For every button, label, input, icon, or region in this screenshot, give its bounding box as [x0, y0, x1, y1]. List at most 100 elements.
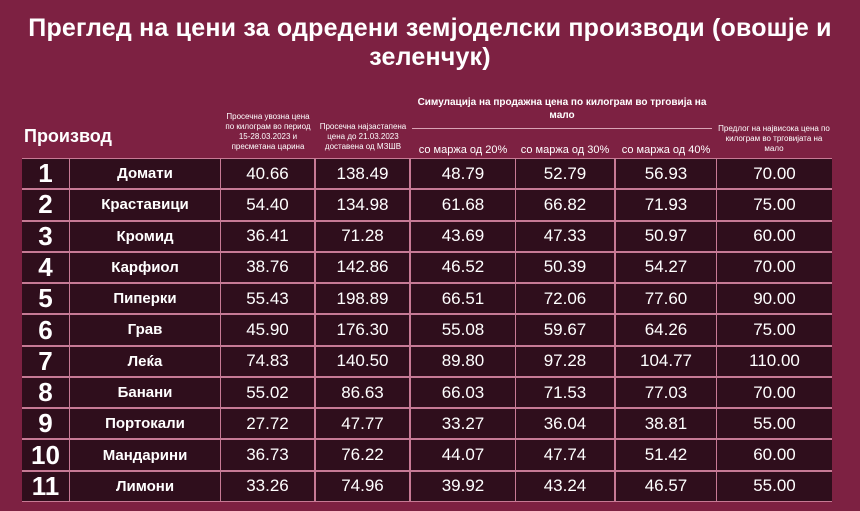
- import-price: 33.26: [221, 471, 314, 501]
- proposal-price: 60.00: [717, 440, 832, 470]
- row-number: 8: [22, 377, 69, 408]
- row-number: 10: [22, 440, 69, 470]
- price-40: 56.93: [616, 159, 716, 189]
- product-name: Кромид: [70, 221, 220, 251]
- row-number: 4: [22, 252, 69, 283]
- price-40: 64.26: [616, 315, 716, 345]
- price-20: 61.68: [411, 190, 515, 220]
- price-30: 52.79: [516, 159, 614, 189]
- price-30: 97.28: [516, 346, 614, 376]
- common-price: 76.22: [316, 440, 409, 470]
- price-20: 66.51: [411, 284, 515, 314]
- import-price: 40.66: [221, 159, 314, 189]
- common-price: 138.49: [316, 159, 409, 189]
- column-header: Производ: [24, 126, 112, 146]
- common-price: 134.98: [316, 190, 409, 220]
- column-header: со маржа од 30%: [520, 144, 610, 156]
- product-name: Пиперки: [70, 284, 220, 314]
- row-number: 9: [22, 408, 69, 439]
- common-price: 198.89: [316, 284, 409, 314]
- price-20: 33.27: [411, 409, 515, 439]
- price-20: 44.07: [411, 440, 515, 470]
- price-20: 55.08: [411, 315, 515, 345]
- price-30: 50.39: [516, 252, 614, 283]
- price-30: 66.82: [516, 190, 614, 220]
- price-30: 43.24: [516, 471, 614, 501]
- price-30: 59.67: [516, 315, 614, 345]
- row-number: 3: [22, 221, 69, 251]
- price-40: 50.97: [616, 221, 716, 251]
- price-40: 46.57: [616, 471, 716, 501]
- column-header: со маржа од 20%: [418, 144, 508, 156]
- price-30: 47.33: [516, 221, 614, 251]
- row-number: 7: [22, 346, 69, 376]
- column-header: Предлог на највисока цена по килограм во…: [718, 124, 830, 153]
- product-name: Краставици: [70, 190, 220, 220]
- common-price: 140.50: [316, 346, 409, 376]
- common-price: 71.28: [316, 221, 409, 251]
- row-number: 1: [22, 158, 69, 189]
- common-price: 86.63: [316, 377, 409, 408]
- column-header: со маржа од 40%: [621, 144, 711, 156]
- import-price: 55.02: [221, 377, 314, 408]
- proposal-price: 75.00: [717, 315, 832, 345]
- common-price: 47.77: [316, 409, 409, 439]
- proposal-price: 55.00: [717, 409, 832, 439]
- price-20: 46.52: [411, 252, 515, 283]
- price-40: 104.77: [616, 346, 716, 376]
- product-name: Портокали: [70, 409, 220, 439]
- price-20: 89.80: [411, 346, 515, 376]
- proposal-price: 55.00: [717, 471, 832, 501]
- price-40: 51.42: [616, 440, 716, 470]
- product-name: Леќа: [70, 346, 220, 376]
- price-20: 43.69: [411, 221, 515, 251]
- group-header: Симулација на продажна цена по килограм …: [417, 97, 707, 121]
- common-price: 142.86: [316, 252, 409, 283]
- price-40: 77.60: [616, 284, 716, 314]
- product-name: Мандарини: [70, 440, 220, 470]
- proposal-price: 110.00: [717, 346, 832, 376]
- product-name: Банани: [70, 377, 220, 408]
- price-30: 47.74: [516, 440, 614, 470]
- title: Преглед на цени за одредени земјоделски …: [28, 14, 832, 71]
- import-price: 54.40: [221, 190, 314, 220]
- proposal-price: 90.00: [717, 284, 832, 314]
- proposal-price: 70.00: [717, 159, 832, 189]
- price-40: 54.27: [616, 252, 716, 283]
- common-price: 176.30: [316, 315, 409, 345]
- proposal-price: 75.00: [717, 190, 832, 220]
- column-header: Просечна увозна цена по килограм во пери…: [225, 112, 311, 151]
- price-40: 77.03: [616, 377, 716, 408]
- import-price: 74.83: [221, 346, 314, 376]
- price-30: 72.06: [516, 284, 614, 314]
- common-price: 74.96: [316, 471, 409, 501]
- column-header: Просечна најзастапена цена до 21.03.2023…: [319, 122, 407, 151]
- row-number: 2: [22, 189, 69, 220]
- row-number: 11: [22, 471, 69, 501]
- import-price: 36.41: [221, 221, 314, 251]
- product-name: Карфиол: [70, 252, 220, 283]
- product-name: Домати: [70, 159, 220, 189]
- import-price: 45.90: [221, 315, 314, 345]
- import-price: 36.73: [221, 440, 314, 470]
- import-price: 27.72: [221, 409, 314, 439]
- proposal-price: 60.00: [717, 221, 832, 251]
- product-name: Лимони: [70, 471, 220, 501]
- row-number: 6: [22, 315, 69, 345]
- import-price: 55.43: [221, 284, 314, 314]
- price-40: 71.93: [616, 190, 716, 220]
- table: 1 Домати 40.66 138.49 48.79 52.79 56.93 70.00 2 К…: [22, 158, 832, 502]
- price-30: 71.53: [516, 377, 614, 408]
- divider: [412, 128, 712, 129]
- product-name: Грав: [70, 315, 220, 345]
- proposal-price: 70.00: [717, 377, 832, 408]
- price-40: 38.81: [616, 409, 716, 439]
- price-20: 66.03: [411, 377, 515, 408]
- import-price: 38.76: [221, 252, 314, 283]
- row-number: 5: [22, 283, 69, 314]
- proposal-price: 70.00: [717, 252, 832, 283]
- price-20: 39.92: [411, 471, 515, 501]
- price-20: 48.79: [411, 159, 515, 189]
- price-30: 36.04: [516, 409, 614, 439]
